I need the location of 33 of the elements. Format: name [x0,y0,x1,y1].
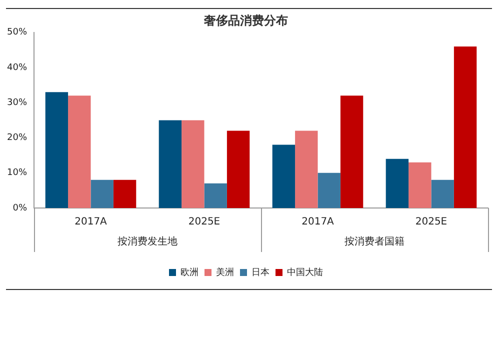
bar [318,172,340,208]
y-tick-label: 0% [12,203,28,214]
bar [182,120,204,208]
bar [90,180,114,208]
y-tick-label: 20% [6,133,28,144]
text: 按消费发生地 [118,236,178,248]
chart-title: 奢侈品消费分布 [203,13,288,28]
legend-label: 中国大陆 [287,266,323,278]
text: 按消费者国籍 [344,236,404,248]
bar [295,130,318,208]
x-tick-label: 2017A [74,216,108,228]
bar [158,120,182,208]
legend-label: 欧洲 [180,266,198,278]
y-tick-label: 30% [6,98,28,108]
bar [68,96,91,208]
bar [431,180,454,208]
y-tick-label: 50% [6,28,28,38]
y-tick-label: 40% [6,62,28,73]
bar [45,92,68,208]
bar [386,158,409,208]
bar [226,130,250,208]
x-tick-label: 2025E [188,216,220,228]
legend-label: 美洲 [216,266,234,278]
bar [340,96,364,208]
x-tick-label: 2025E [415,216,448,228]
bar [272,144,296,208]
bar [454,46,477,208]
bar [113,180,136,208]
x-tick-label: 2017A [302,216,334,228]
bar [204,183,227,208]
y-tick-label: 10% [6,168,28,178]
bar [408,162,432,208]
legend-label: 日本 [252,266,270,278]
